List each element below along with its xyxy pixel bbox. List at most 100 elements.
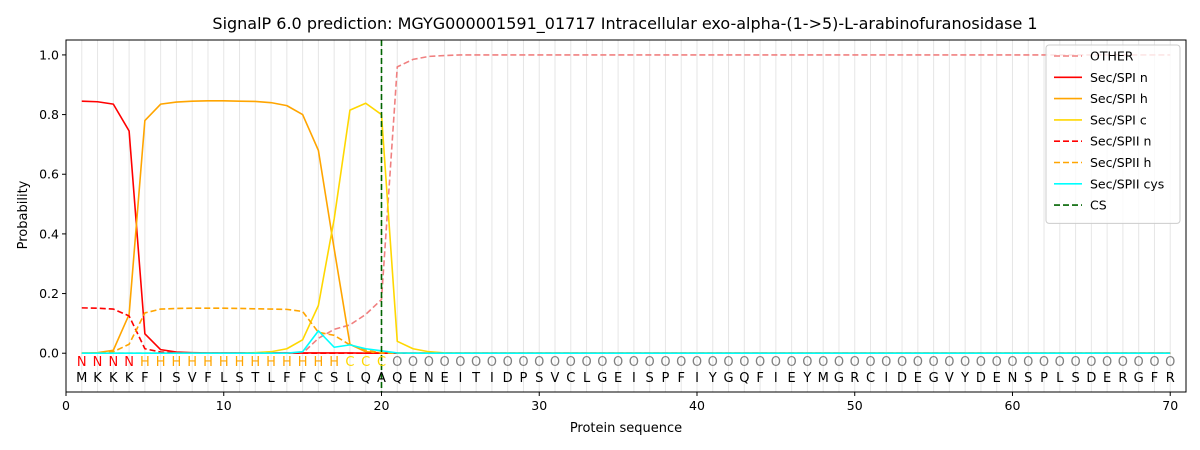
series-lines bbox=[81, 54, 1171, 355]
state-letter: H bbox=[266, 355, 276, 370]
sequence-letter: L bbox=[346, 371, 354, 386]
sequence-letter: E bbox=[993, 371, 1001, 386]
state-letter: N bbox=[124, 355, 134, 370]
state-letter: O bbox=[960, 355, 970, 370]
state-letter: O bbox=[865, 355, 875, 370]
state-letter: O bbox=[455, 355, 465, 370]
sequence-letter: F bbox=[204, 371, 211, 386]
y-tick-label: 0.2 bbox=[39, 286, 59, 301]
y-tick-label: 1.0 bbox=[39, 47, 59, 62]
state-letter: O bbox=[928, 355, 938, 370]
sequence-letter: K bbox=[93, 371, 102, 386]
sequence-letter: L bbox=[220, 371, 228, 386]
y-tick-label: 0.0 bbox=[39, 346, 59, 361]
sequence-letter: S bbox=[1024, 371, 1032, 386]
chart-title: SignalP 6.0 prediction: MGYG000001591_01… bbox=[212, 14, 1037, 34]
state-letter: O bbox=[913, 355, 923, 370]
state-letter: O bbox=[1102, 355, 1112, 370]
sequence-letter: E bbox=[788, 371, 796, 386]
sequence-letter: I bbox=[159, 371, 163, 386]
sequence-letter: F bbox=[141, 371, 148, 386]
state-letter: H bbox=[172, 355, 182, 370]
y-axis: 0.0 0.2 0.4 0.6 0.8 1.0 bbox=[39, 47, 66, 361]
state-letter: N bbox=[77, 355, 87, 370]
x-tick-label: 0 bbox=[62, 398, 70, 413]
sequence-letter: Q bbox=[392, 371, 402, 386]
state-letter: H bbox=[140, 355, 150, 370]
sequence-letter: F bbox=[677, 371, 684, 386]
state-letter: O bbox=[881, 355, 891, 370]
state-letter: O bbox=[723, 355, 733, 370]
sequence-letter: C bbox=[866, 371, 875, 386]
sequence-letter: M bbox=[76, 371, 87, 386]
sequence-letter: F bbox=[299, 371, 306, 386]
state-letter: C bbox=[377, 355, 386, 370]
sequence-letter: T bbox=[471, 371, 480, 386]
state-letter: O bbox=[850, 355, 860, 370]
sequence-letter: G bbox=[1134, 371, 1144, 386]
state-letter: O bbox=[566, 355, 576, 370]
state-letter: O bbox=[818, 355, 828, 370]
x-axis-title: Protein sequence bbox=[570, 421, 682, 436]
sequence-letter: S bbox=[1071, 371, 1079, 386]
sequence-letter: D bbox=[503, 371, 513, 386]
state-letter: H bbox=[250, 355, 260, 370]
state-letter: O bbox=[1039, 355, 1049, 370]
sequence-letter: P bbox=[662, 371, 670, 386]
state-letter: O bbox=[487, 355, 497, 370]
plot-frame bbox=[65, 39, 1187, 393]
sequence-letter: R bbox=[850, 371, 859, 386]
sequence-letter: K bbox=[109, 371, 118, 386]
sequence-letter: V bbox=[551, 371, 560, 386]
sequence-letter: F bbox=[756, 371, 763, 386]
state-letter: O bbox=[518, 355, 528, 370]
state-letter: O bbox=[676, 355, 686, 370]
state-letter: O bbox=[739, 355, 749, 370]
sequence-letter: M bbox=[818, 371, 829, 386]
sequence-letter: Q bbox=[739, 371, 749, 386]
x-tick-label: 60 bbox=[1005, 398, 1021, 413]
state-letter: O bbox=[944, 355, 954, 370]
state-letter: O bbox=[1023, 355, 1033, 370]
series-line-sec-spii-cys bbox=[81, 330, 1171, 355]
sequence-letter: D bbox=[897, 371, 907, 386]
state-letter: O bbox=[992, 355, 1002, 370]
sequence-letter: V bbox=[945, 371, 954, 386]
sequence-letter: I bbox=[490, 371, 494, 386]
state-letter: O bbox=[645, 355, 655, 370]
state-letter: O bbox=[755, 355, 765, 370]
x-tick-label: 30 bbox=[531, 398, 547, 413]
sequence-letter: G bbox=[597, 371, 607, 386]
sequence-letter: F bbox=[283, 371, 290, 386]
legend-label: Sec/SPII n bbox=[1090, 134, 1151, 149]
y-tick-label: 0.4 bbox=[39, 226, 59, 241]
state-letter: O bbox=[692, 355, 702, 370]
sequence-letter: D bbox=[976, 371, 986, 386]
state-letter: H bbox=[219, 355, 229, 370]
legend-label: CS bbox=[1090, 198, 1107, 213]
state-letter: H bbox=[298, 355, 308, 370]
x-tick-label: 40 bbox=[689, 398, 705, 413]
sequence-letter: E bbox=[1103, 371, 1111, 386]
sequence-letter: G bbox=[834, 371, 844, 386]
state-letter: C bbox=[361, 355, 370, 370]
state-letter: N bbox=[93, 355, 103, 370]
state-letter: O bbox=[534, 355, 544, 370]
legend-label: Sec/SPI h bbox=[1090, 91, 1148, 106]
sequence-letter: Y bbox=[708, 371, 717, 386]
state-letter: O bbox=[581, 355, 591, 370]
state-letter: O bbox=[1070, 355, 1080, 370]
legend-label: OTHER bbox=[1090, 49, 1134, 64]
sequence-letter: I bbox=[632, 371, 636, 386]
state-letter: O bbox=[1086, 355, 1096, 370]
state-letter: O bbox=[629, 355, 639, 370]
x-tick-label: 20 bbox=[374, 398, 390, 413]
sequence-letter: T bbox=[250, 371, 259, 386]
state-letter: O bbox=[471, 355, 481, 370]
state-letter: H bbox=[235, 355, 245, 370]
state-letter: O bbox=[1007, 355, 1017, 370]
